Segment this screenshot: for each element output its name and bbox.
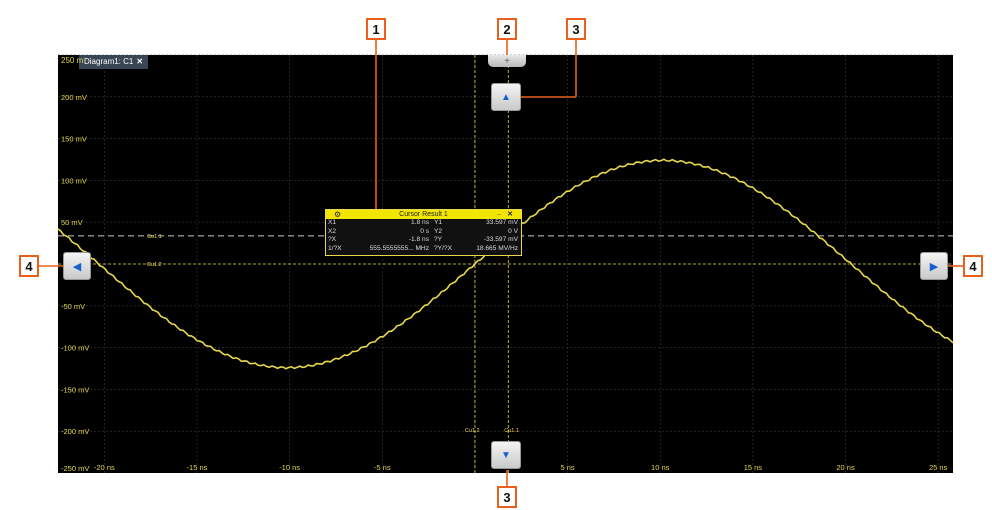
result-label: 1/?X bbox=[328, 244, 342, 252]
result-value: 555.5555555... MHz bbox=[369, 244, 429, 252]
callout-4-left: 4 bbox=[19, 255, 39, 277]
result-label: ?Y/?X bbox=[434, 244, 452, 252]
result-row: ?X -1.8 ns ?Y -33.597 mV bbox=[326, 236, 521, 245]
minimize-icon[interactable]: _ bbox=[497, 209, 501, 216]
result-row: 1/?X 555.5555555... MHz ?Y/?X 18.665 MV/… bbox=[326, 245, 521, 254]
y-tick-label: 200 mV bbox=[61, 93, 87, 102]
callout-2: 2 bbox=[497, 18, 517, 40]
cursor-label-h1: Cu1.1 bbox=[147, 234, 162, 240]
result-value: -33.597 mV bbox=[483, 236, 518, 244]
result-label: Y2 bbox=[434, 227, 443, 235]
result-value: 0 s bbox=[420, 227, 429, 235]
result-value: -1.8 ns bbox=[408, 236, 429, 244]
y-tick-label: -200 mV bbox=[61, 427, 89, 436]
y-tick-label: -150 mV bbox=[61, 385, 89, 394]
x-tick-label: 5 ns bbox=[560, 463, 574, 472]
y-tick-label: -250 mV bbox=[61, 464, 89, 473]
expand-top-tab[interactable]: + bbox=[488, 55, 526, 67]
cursor-handle-left[interactable]: ◀ bbox=[63, 252, 91, 280]
x-tick-label: -5 ns bbox=[374, 463, 391, 472]
callout-4-right: 4 bbox=[963, 255, 983, 277]
result-label: ?Y bbox=[434, 236, 443, 244]
cursor-handle-up[interactable]: ▲ bbox=[491, 83, 521, 111]
cursor-result-panel[interactable]: ⚙ Cursor Result 1 _ ✕ X1 1.8 ns Y1 33.59… bbox=[325, 209, 522, 256]
callout-3-bottom: 3 bbox=[497, 486, 517, 508]
cursor-label-h2: Cu1.2 bbox=[147, 262, 162, 268]
cursor-result-header[interactable]: ⚙ Cursor Result 1 _ ✕ bbox=[326, 209, 521, 219]
y-tick-top: 250 m bbox=[61, 56, 84, 65]
close-icon[interactable]: ✕ bbox=[507, 211, 513, 218]
arrow-left-icon: ◀ bbox=[72, 260, 82, 273]
result-value: 18.665 MV/Hz bbox=[476, 244, 518, 252]
arrow-down-icon: ▼ bbox=[501, 449, 511, 461]
arrow-right-icon: ▶ bbox=[929, 260, 939, 273]
y-tick-label: 100 mV bbox=[61, 176, 87, 185]
plus-icon: + bbox=[504, 55, 510, 67]
result-label: X2 bbox=[328, 227, 337, 235]
result-label: ?X bbox=[328, 236, 337, 244]
close-icon[interactable]: ✕ bbox=[136, 57, 144, 66]
cursor-result-title: Cursor Result 1 bbox=[399, 211, 448, 218]
x-tick-label: -10 ns bbox=[279, 463, 300, 472]
y-tick-label: -100 mV bbox=[61, 344, 89, 353]
y-tick-label: -50 mV bbox=[61, 302, 85, 311]
callout-1: 1 bbox=[366, 18, 386, 40]
x-tick-label: 20 ns bbox=[836, 463, 855, 472]
result-label: X1 bbox=[328, 219, 337, 226]
cursor-label-v2: Cu1.2 bbox=[465, 428, 480, 434]
diagram-tab[interactable]: Diagram1: C1 ✕ bbox=[79, 55, 149, 69]
result-row: X1 1.8 ns Y1 33.597 mV bbox=[326, 219, 521, 228]
gear-icon[interactable]: ⚙ bbox=[334, 210, 342, 219]
result-value: 0 V bbox=[508, 227, 518, 235]
x-tick-label: 25 ns bbox=[929, 463, 948, 472]
callout-3-top: 3 bbox=[566, 18, 586, 40]
result-value: 33.597 mV bbox=[486, 219, 518, 226]
diagram-tab-label: Diagram1: C1 bbox=[84, 57, 134, 66]
x-tick-label: -20 ns bbox=[94, 463, 115, 472]
x-tick-label: 10 ns bbox=[651, 463, 670, 472]
y-tick-label: 150 mV bbox=[61, 135, 87, 144]
x-tick-label: 15 ns bbox=[744, 463, 763, 472]
x-tick-label: -15 ns bbox=[187, 463, 208, 472]
cursor-label-v1: Cu1.1 bbox=[504, 428, 519, 434]
arrow-up-icon: ▲ bbox=[501, 91, 511, 103]
result-value: 1.8 ns bbox=[411, 219, 429, 226]
result-label: Y1 bbox=[434, 219, 443, 226]
result-row: X2 0 s Y2 0 V bbox=[326, 228, 521, 237]
y-tick-label: 50 mV bbox=[61, 218, 83, 227]
cursor-handle-right[interactable]: ▶ bbox=[920, 252, 948, 280]
cursor-handle-down[interactable]: ▼ bbox=[491, 441, 521, 469]
